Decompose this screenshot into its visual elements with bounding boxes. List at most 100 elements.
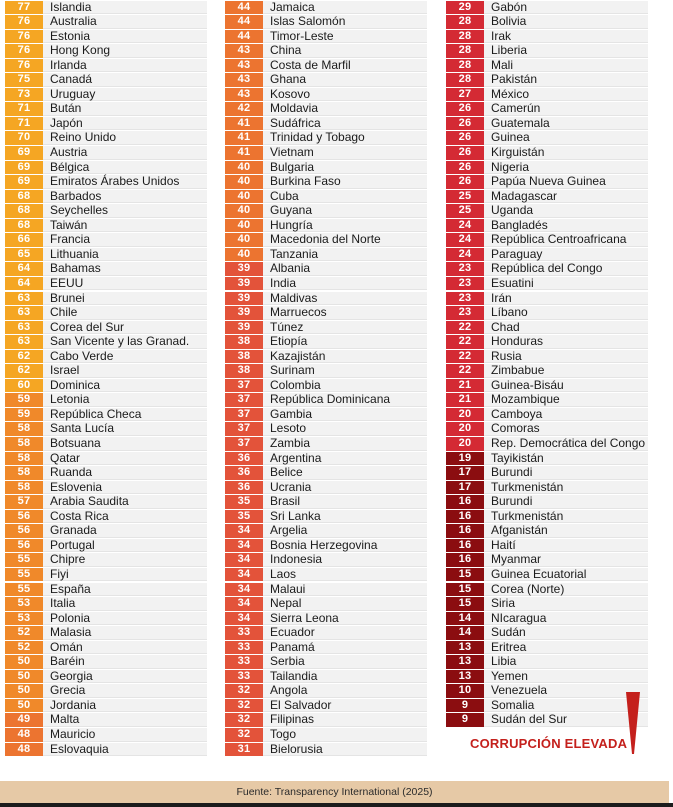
score-badge: 37 (225, 407, 263, 422)
row-background (263, 524, 427, 538)
score-badge: 26 (446, 175, 484, 189)
row-background (43, 102, 207, 116)
row-background (263, 437, 427, 451)
score-badge: 53 (5, 597, 43, 611)
row-background (43, 15, 207, 29)
table-row: 50 Grecia (5, 684, 207, 699)
score-badge: 22 (446, 349, 484, 364)
row-background (43, 262, 207, 276)
table-row: 42 Moldavia (225, 102, 427, 117)
country-name: Eslovenia (50, 479, 103, 494)
row-background (263, 44, 427, 58)
score-badge: 21 (446, 378, 484, 393)
score-badge: 40 (225, 160, 263, 175)
country-name: Macedonia del Norte (270, 232, 381, 247)
row-background (263, 451, 427, 466)
row-background (43, 58, 207, 73)
table-row: 20 Comoras (446, 422, 648, 437)
score-badge: 53 (5, 611, 43, 626)
row-background (484, 626, 648, 640)
row-background (484, 131, 648, 145)
score-badge: 68 (5, 204, 43, 218)
row-background (263, 640, 427, 655)
country-name: España (50, 581, 91, 596)
country-name: Letonia (50, 392, 90, 407)
country-name: Gabón (491, 0, 528, 14)
country-name: Colombia (270, 377, 321, 392)
table-row: 33 Panamá (225, 640, 427, 655)
row-background (263, 131, 427, 145)
row-background (43, 218, 207, 233)
score-badge: 22 (446, 335, 484, 349)
score-badge: 37 (225, 422, 263, 436)
row-background (43, 495, 207, 509)
table-row: 62 Cabo Verde (5, 349, 207, 364)
country-name: Botsuana (50, 436, 101, 450)
country-name: Corea (Norte) (491, 581, 565, 596)
row-background (43, 233, 207, 247)
score-badge: 9 (446, 713, 484, 727)
score-badge: 40 (225, 218, 263, 233)
country-name: Lithuania (50, 246, 99, 261)
score-badge: 29 (446, 0, 484, 14)
score-badge: 17 (446, 466, 484, 480)
country-name: Burundi (491, 465, 533, 480)
country-name: Polonia (50, 610, 91, 625)
country-name: Uruguay (50, 86, 96, 101)
score-badge: 49 (5, 713, 43, 727)
score-badge: 40 (225, 233, 263, 247)
score-badge: 31 (225, 742, 263, 757)
country-name: Zambia (270, 436, 311, 450)
table-row: 35 Brasil (225, 495, 427, 510)
score-badge: 56 (5, 509, 43, 524)
country-name: Georgia (50, 668, 93, 683)
country-name: Comoras (491, 421, 540, 436)
row-background (263, 611, 427, 626)
country-name: Guinea Ecuatorial (491, 566, 587, 581)
country-name: Cabo Verde (50, 348, 114, 363)
table-row: 26 Guatemala (446, 116, 648, 131)
score-badge: 69 (5, 175, 43, 189)
corruption-ranking-table: 77 Islandia 76 Australia 76 Estonia 76 Hong Kon… (5, 0, 648, 757)
row-background (263, 713, 427, 727)
score-badge: 76 (5, 29, 43, 44)
country-name: Indonesia (270, 552, 323, 567)
country-name: Omán (50, 639, 83, 654)
row-background (43, 247, 207, 262)
table-row: 26 Camerún (446, 102, 648, 117)
score-badge: 21 (446, 393, 484, 407)
row-background (484, 233, 648, 247)
score-badge: 15 (446, 567, 484, 582)
country-name: Togo (270, 727, 297, 741)
country-name: Fiyi (50, 566, 69, 581)
table-row: 13 Libia (446, 655, 648, 670)
table-row: 40 Cuba (225, 189, 427, 204)
table-row: 22 Chad (446, 320, 648, 335)
score-badge: 35 (225, 509, 263, 524)
table-row: 76 Hong Kong (5, 44, 207, 59)
table-row: 34 Laos (225, 567, 427, 582)
table-row: 40 Macedonia del Norte (225, 233, 427, 248)
table-row: 20 Camboya (446, 407, 648, 422)
score-badge: 76 (5, 15, 43, 29)
table-row: 37 Lesoto (225, 422, 427, 437)
country-name: República Dominicana (270, 392, 391, 407)
score-badge: 28 (446, 15, 484, 29)
table-row: 65 Lithuania (5, 247, 207, 262)
score-badge: 63 (5, 320, 43, 335)
row-background (263, 175, 427, 189)
country-name: Bélgica (50, 159, 90, 174)
row-background (43, 131, 207, 145)
row-background (484, 640, 648, 655)
table-row: 24 Paraguay (446, 247, 648, 262)
row-background (484, 306, 648, 320)
table-row: 27 México (446, 87, 648, 102)
table-row: 15 Siria (446, 597, 648, 612)
row-background (484, 553, 648, 567)
score-badge: 70 (5, 131, 43, 145)
country-name: Estonia (50, 28, 91, 43)
row-background (43, 466, 207, 480)
row-background (484, 189, 648, 204)
country-name: Ruanda (50, 465, 93, 480)
country-name: Qatar (50, 450, 81, 465)
